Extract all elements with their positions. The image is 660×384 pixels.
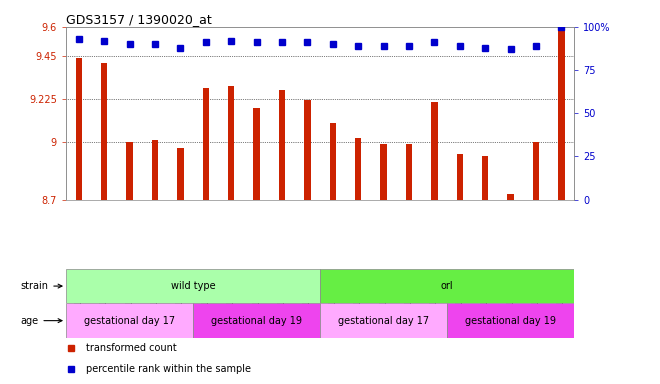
Bar: [320, 269, 574, 303]
Bar: [75, 58, 82, 200]
Bar: [508, 194, 514, 200]
Bar: [380, 144, 387, 200]
Bar: [447, 303, 574, 338]
Bar: [126, 142, 133, 200]
Bar: [152, 140, 158, 200]
Bar: [203, 88, 209, 200]
Text: strain: strain: [20, 281, 62, 291]
Bar: [329, 123, 336, 200]
Bar: [406, 144, 412, 200]
Text: wild type: wild type: [171, 281, 215, 291]
Text: percentile rank within the sample: percentile rank within the sample: [86, 364, 251, 374]
Bar: [193, 303, 320, 338]
Text: transformed count: transformed count: [86, 343, 177, 353]
Bar: [482, 156, 488, 200]
Bar: [304, 100, 311, 200]
Bar: [101, 63, 108, 200]
Text: gestational day 17: gestational day 17: [338, 316, 429, 326]
Bar: [279, 90, 285, 200]
Text: orl: orl: [441, 281, 453, 291]
Text: gestational day 19: gestational day 19: [211, 316, 302, 326]
Text: GDS3157 / 1390020_at: GDS3157 / 1390020_at: [66, 13, 212, 26]
Bar: [66, 303, 193, 338]
Bar: [431, 102, 438, 200]
Text: age: age: [20, 316, 62, 326]
Text: gestational day 17: gestational day 17: [84, 316, 175, 326]
Bar: [66, 269, 320, 303]
Bar: [558, 29, 565, 200]
Bar: [320, 303, 447, 338]
Bar: [457, 154, 463, 200]
Text: gestational day 19: gestational day 19: [465, 316, 556, 326]
Bar: [533, 142, 539, 200]
Bar: [177, 148, 183, 200]
Bar: [355, 138, 362, 200]
Bar: [228, 86, 234, 200]
Bar: [253, 108, 260, 200]
